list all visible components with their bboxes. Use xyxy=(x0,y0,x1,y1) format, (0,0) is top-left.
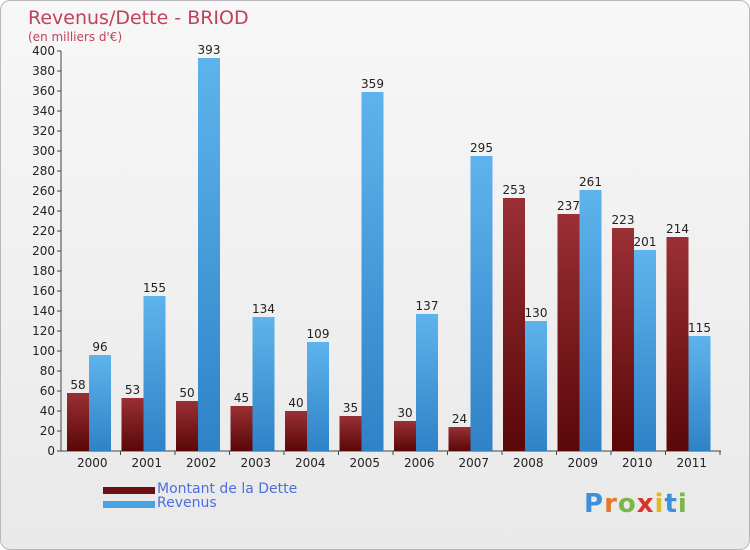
y-tick-label: 0 xyxy=(47,444,55,458)
bar-dette xyxy=(612,228,634,451)
bar-revenus xyxy=(634,250,656,451)
data-label: 223 xyxy=(612,213,635,227)
bar-dette xyxy=(557,214,580,451)
x-tick-label: 2010 xyxy=(622,456,653,470)
bar-dette xyxy=(503,198,525,451)
bar-dette xyxy=(448,427,471,451)
logo-letter: x xyxy=(636,489,655,519)
bar-revenus xyxy=(525,321,547,451)
legend-label-revenus: Revenus xyxy=(157,495,217,511)
y-tick-label: 400 xyxy=(32,44,55,58)
y-tick-label: 80 xyxy=(40,364,55,378)
logo-letter: i xyxy=(654,489,665,519)
logo-letter: o xyxy=(617,489,637,519)
logo-letter: i xyxy=(677,489,688,519)
data-label: 201 xyxy=(634,235,657,249)
bar-revenus xyxy=(89,355,111,451)
data-label: 24 xyxy=(452,412,467,426)
bar-revenus xyxy=(252,317,275,451)
bar-dette xyxy=(67,393,89,451)
data-label: 134 xyxy=(252,302,275,316)
data-label: 45 xyxy=(234,391,249,405)
x-tick-label: 2003 xyxy=(240,456,271,470)
y-tick-label: 100 xyxy=(32,344,55,358)
y-tick-label: 380 xyxy=(32,64,55,78)
x-tick-label: 2007 xyxy=(458,456,489,470)
data-label: 359 xyxy=(361,77,384,91)
bar-revenus xyxy=(143,296,166,451)
y-tick-label: 180 xyxy=(32,264,55,278)
y-tick-label: 360 xyxy=(32,84,55,98)
y-tick-label: 40 xyxy=(40,404,55,418)
x-tick-label: 2008 xyxy=(513,456,544,470)
x-tick-label: 2002 xyxy=(186,456,217,470)
data-label: 30 xyxy=(397,406,412,420)
bar-dette xyxy=(394,421,416,451)
y-tick-label: 200 xyxy=(32,244,55,258)
data-label: 40 xyxy=(288,396,303,410)
data-label: 50 xyxy=(179,386,194,400)
bar-revenus xyxy=(307,342,329,451)
y-tick-label: 340 xyxy=(32,104,55,118)
bar-dette xyxy=(666,237,689,451)
x-tick-label: 2001 xyxy=(131,456,162,470)
proxiti-logo: Proxiti xyxy=(584,489,688,519)
x-tick-label: 2005 xyxy=(349,456,380,470)
bar-revenus xyxy=(361,92,384,451)
data-label: 214 xyxy=(666,222,689,236)
data-label: 253 xyxy=(503,183,526,197)
bar-dette xyxy=(121,398,144,451)
data-label: 109 xyxy=(307,327,330,341)
data-label: 261 xyxy=(579,175,602,189)
x-tick-label: 2009 xyxy=(567,456,598,470)
bar-dette xyxy=(176,401,198,451)
bar-revenus xyxy=(579,190,602,451)
x-tick-label: 2006 xyxy=(404,456,435,470)
y-tick-label: 120 xyxy=(32,324,55,338)
x-tick-label: 2004 xyxy=(295,456,326,470)
bar-dette xyxy=(285,411,307,451)
data-label: 58 xyxy=(70,378,85,392)
y-tick-label: 280 xyxy=(32,164,55,178)
y-tick-label: 220 xyxy=(32,224,55,238)
y-tick-label: 240 xyxy=(32,204,55,218)
bar-revenus xyxy=(688,336,711,451)
x-tick-label: 2011 xyxy=(676,456,707,470)
data-label: 237 xyxy=(557,199,580,213)
bar-revenus xyxy=(416,314,438,451)
y-tick-label: 140 xyxy=(32,304,55,318)
data-label: 53 xyxy=(125,383,140,397)
logo-letter: r xyxy=(604,489,618,519)
data-label: 155 xyxy=(143,281,166,295)
y-tick-label: 320 xyxy=(32,124,55,138)
x-tick-label: 2000 xyxy=(77,456,108,470)
y-tick-label: 260 xyxy=(32,184,55,198)
data-label: 130 xyxy=(525,306,548,320)
data-label: 393 xyxy=(198,43,221,57)
data-label: 295 xyxy=(470,141,493,155)
bar-revenus xyxy=(470,156,493,451)
bar-dette xyxy=(230,406,253,451)
bar-revenus xyxy=(198,58,220,451)
data-label: 35 xyxy=(343,401,358,415)
chart-title: Revenus/Dette - BRIOD xyxy=(28,7,249,29)
chart-subtitle: (en milliers d'€) xyxy=(28,30,123,44)
legend-swatch-debt xyxy=(103,487,155,494)
bar-dette xyxy=(339,416,362,451)
y-tick-label: 20 xyxy=(40,424,55,438)
legend-label-debt: Montant de la Dette xyxy=(157,481,298,497)
data-label: 137 xyxy=(416,299,439,313)
y-tick-label: 160 xyxy=(32,284,55,298)
legend-swatch-revenus xyxy=(103,501,155,508)
logo-letter: P xyxy=(584,489,605,519)
y-tick-label: 300 xyxy=(32,144,55,158)
y-tick-label: 60 xyxy=(40,384,55,398)
data-label: 96 xyxy=(92,340,107,354)
data-label: 115 xyxy=(688,321,711,335)
logo-letter: t xyxy=(664,489,678,519)
